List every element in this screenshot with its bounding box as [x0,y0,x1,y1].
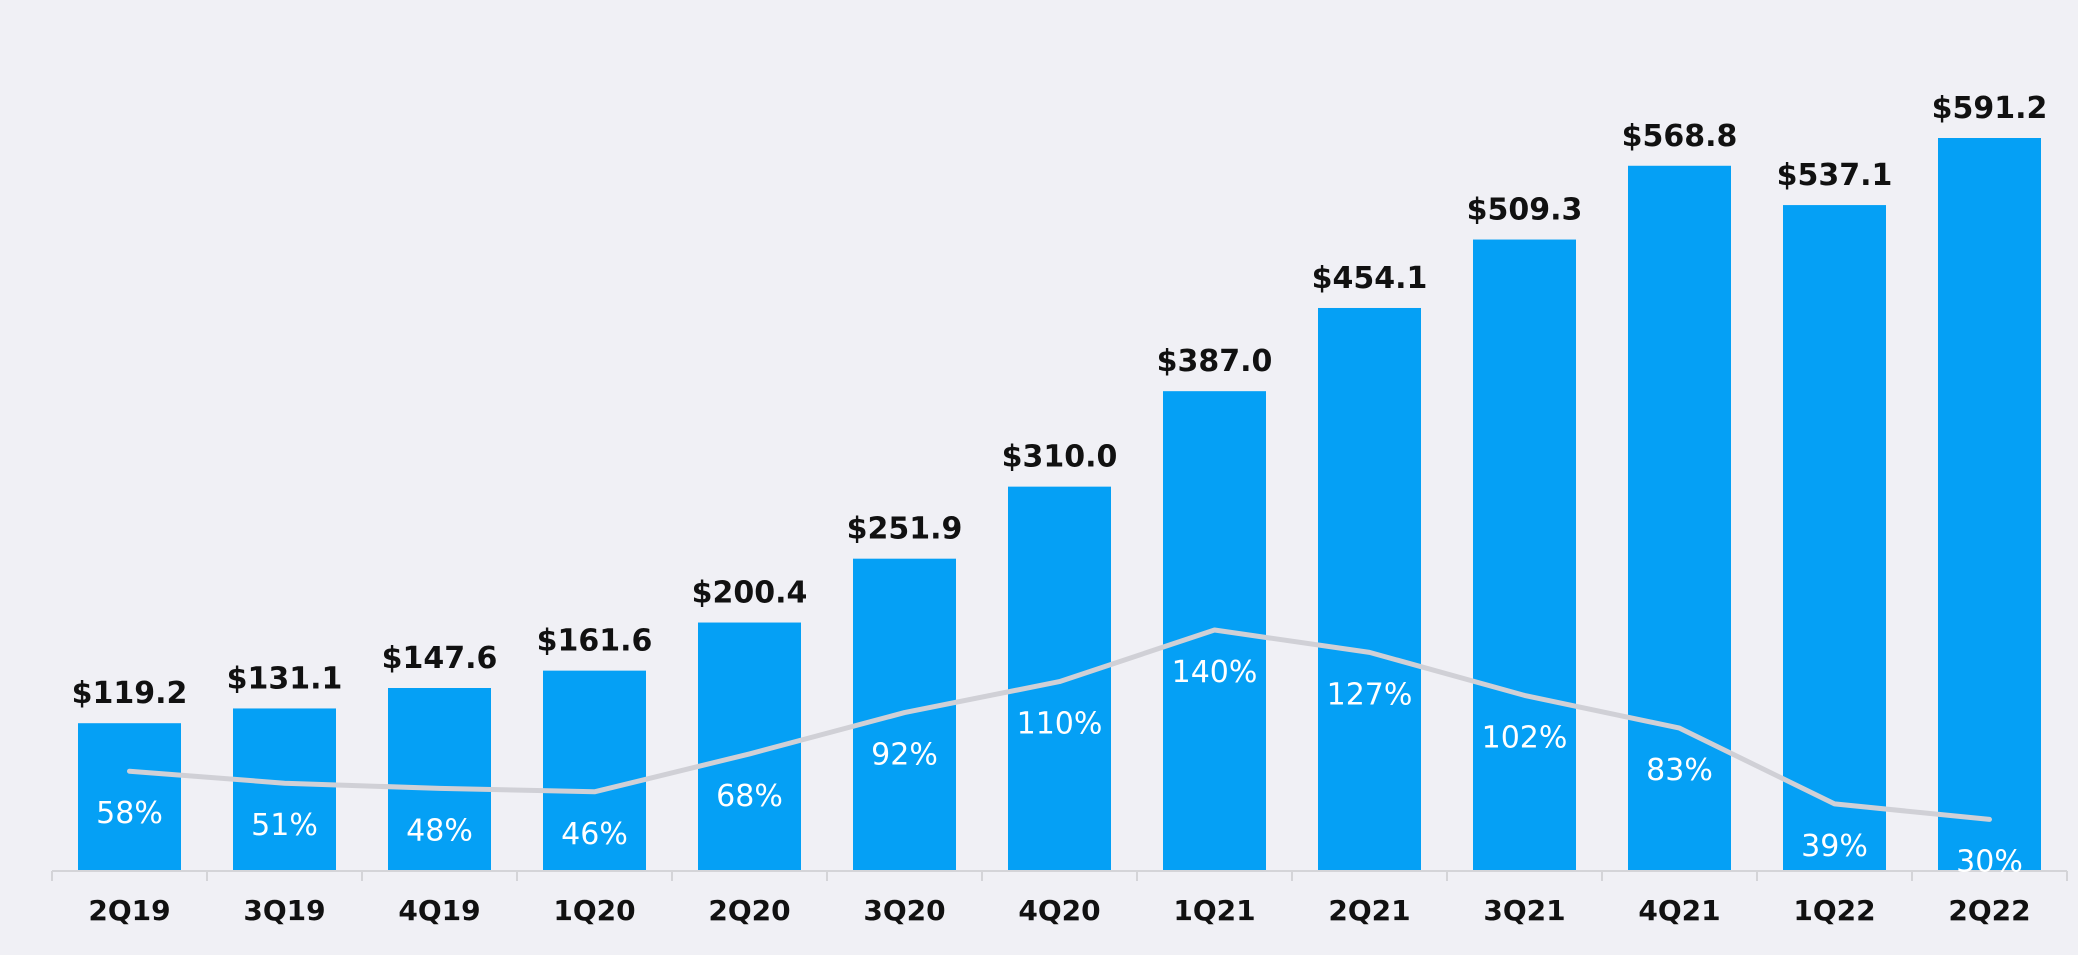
x-tick-label: 2Q20 [708,894,790,927]
bar-value-label: $161.6 [537,624,653,659]
x-tick-label: 3Q20 [863,894,945,927]
bar [1318,307,1421,871]
bar [388,687,491,871]
bar [1783,205,1886,872]
bar-value-label: $591.2 [1932,91,2048,126]
x-tick-label: 2Q21 [1328,894,1410,927]
x-tick-label: 4Q19 [398,894,480,927]
bar [233,708,336,871]
bar-value-label: $568.8 [1622,119,1738,154]
growth-value-label: 110% [1017,707,1103,742]
growth-value-label: 102% [1482,720,1568,755]
x-tick-label: 2Q19 [88,894,170,927]
growth-line [127,627,1992,822]
bar [1473,239,1576,871]
growth-value-label: 68% [716,779,783,814]
bar-value-label: $454.1 [1312,261,1428,296]
x-tick-label: 4Q20 [1018,894,1100,927]
x-tick-label: 3Q19 [243,894,325,927]
growth-value-label: 140% [1172,655,1258,690]
bar-value-label: $537.1 [1777,158,1893,193]
growth-value-label: 127% [1327,677,1413,712]
bar-value-label: $147.6 [382,641,498,676]
growth-value-label: 58% [96,796,163,831]
bar-value-label: $310.0 [1002,440,1118,475]
x-tick-label: 1Q21 [1173,894,1255,927]
growth-value-label: 51% [251,808,318,843]
bar-value-label: $509.3 [1467,193,1583,228]
growth-value-label: 39% [1801,829,1868,864]
bar-value-label: $387.0 [1157,344,1273,379]
bar [1008,486,1111,871]
bar-value-label: $119.2 [72,676,188,711]
bar [543,670,646,871]
bar-value-label: $131.1 [227,661,343,696]
x-tick-label: 1Q22 [1793,894,1875,927]
bar [1938,138,2041,871]
x-tick-label: 3Q21 [1483,894,1565,927]
bar-value-label: $251.9 [847,512,963,547]
growth-value-label: 30% [1956,844,2023,879]
growth-value-label: 83% [1646,753,1713,788]
growth-value-label: 48% [406,813,473,848]
growth-value-label: 46% [561,817,628,852]
bar-value-label: $200.4 [692,576,808,611]
x-tick-label: 2Q22 [1948,894,2030,927]
x-tick-label: 4Q21 [1638,894,1720,927]
bar [78,723,181,871]
x-tick-label: 1Q20 [553,894,635,927]
bar [1628,165,1731,872]
growth-value-label: 92% [871,738,938,773]
